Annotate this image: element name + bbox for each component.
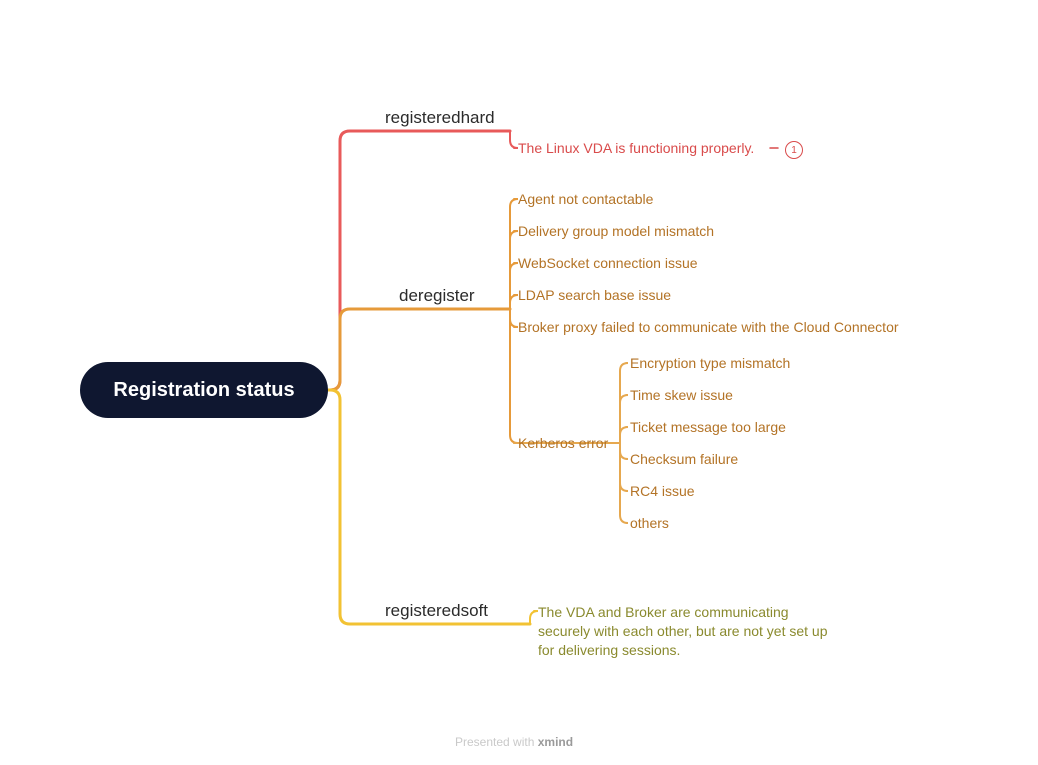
leaf-label: Ticket message too large xyxy=(630,419,786,435)
diagram-canvas: Registration status Presented with xmind… xyxy=(0,0,1038,765)
root-node: Registration status xyxy=(80,362,328,418)
branch-title-registeredhard: registeredhard xyxy=(385,108,495,128)
footer: Presented with xmind xyxy=(455,735,573,749)
leaf-label: Delivery group model mismatch xyxy=(518,223,714,239)
leaf-label: Time skew issue xyxy=(630,387,733,403)
leaf-label: Broker proxy failed to communicate with … xyxy=(518,319,899,335)
leaf-label: Agent not contactable xyxy=(518,191,653,207)
leaf-label: others xyxy=(630,515,669,531)
root-label: Registration status xyxy=(113,379,294,402)
branch-title-deregister: deregister xyxy=(399,286,475,306)
leaf-label: Kerberos error xyxy=(518,435,608,451)
note-badge: 1 xyxy=(785,141,803,159)
footer-brand: xmind xyxy=(538,735,573,749)
leaf-label: LDAP search base issue xyxy=(518,287,671,303)
branch-title-registeredsoft: registeredsoft xyxy=(385,601,488,621)
leaf-label: The VDA and Broker are communicating sec… xyxy=(538,603,838,660)
leaf-label: RC4 issue xyxy=(630,483,695,499)
leaf-label: WebSocket connection issue xyxy=(518,255,698,271)
leaf-label: Encryption type mismatch xyxy=(630,355,790,371)
leaf-label: The Linux VDA is functioning properly. xyxy=(518,140,754,156)
footer-prefix: Presented with xyxy=(455,735,538,749)
leaf-label: Checksum failure xyxy=(630,451,738,467)
